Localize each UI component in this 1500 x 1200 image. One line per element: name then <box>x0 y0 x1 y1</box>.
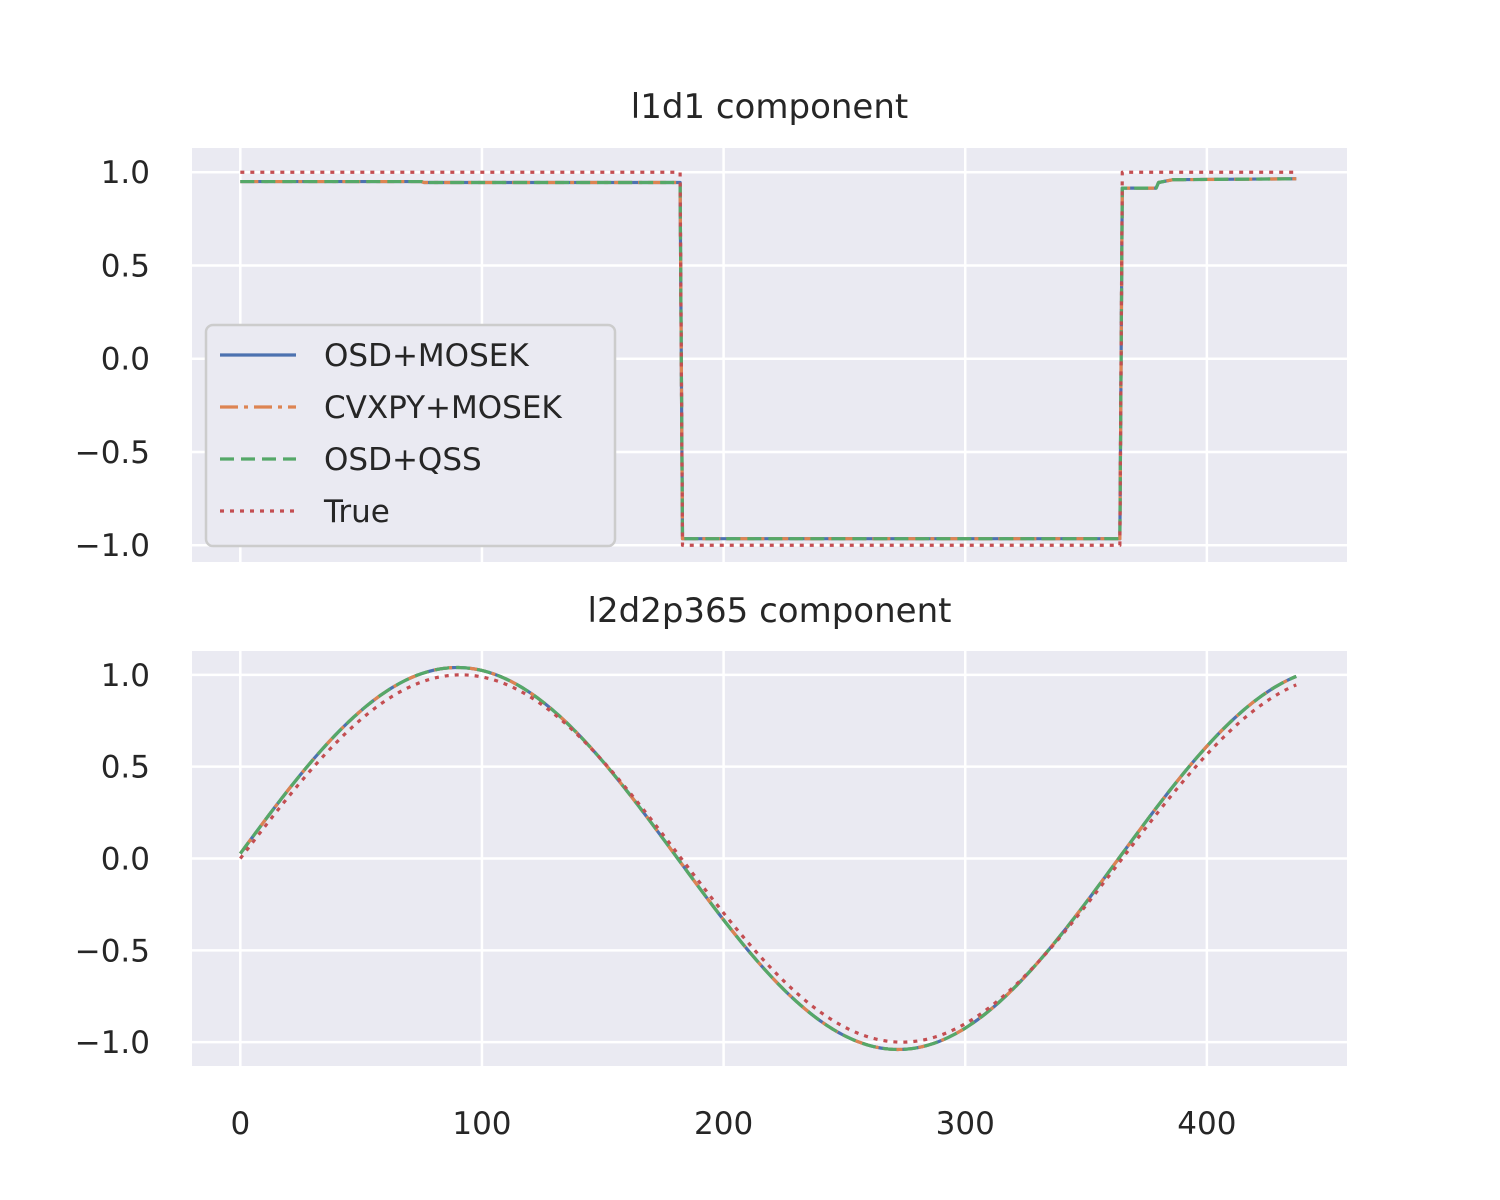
legend: OSD+MOSEK CVXPY+MOSEK OSD+QSS True <box>204 323 617 548</box>
series-line-dashed <box>239 665 1297 1052</box>
series-line-dotted <box>239 673 1297 1044</box>
y-tick-label: −1.0 <box>75 1025 150 1061</box>
legend-label: CVXPY+MOSEK <box>324 390 562 426</box>
y-tick-label: 0.5 <box>101 750 150 786</box>
y-tick-label: 0.0 <box>101 342 150 378</box>
chart-title-bottom: l2d2p365 component <box>588 591 952 631</box>
top-panel: 1.0 0.5 0.0 −0.5 −1.0 l1d1 component OSD+MOS… <box>75 87 1347 564</box>
legend-box <box>204 323 617 548</box>
legend-label: OSD+QSS <box>324 442 482 478</box>
x-tick-label: 300 <box>936 1106 995 1142</box>
gridlines-bottom <box>192 651 1347 1066</box>
series-lines-bottom <box>239 665 1297 1052</box>
series-line-dashdot <box>240 177 1297 541</box>
y-tick-label: 1.0 <box>101 155 150 191</box>
chart-title-top: l1d1 component <box>631 87 908 127</box>
bottom-panel: 1.0 0.5 0.0 −0.5 −1.0 0 100 200 300 400 l2d2p365… <box>75 591 1347 1142</box>
y-tick-label: −0.5 <box>75 435 150 471</box>
y-tick-label: −0.5 <box>75 933 150 969</box>
x-tick-label: 400 <box>1177 1106 1236 1142</box>
x-tick-labels: 0 100 200 300 400 <box>230 1106 1236 1142</box>
y-tick-labels-bottom: 1.0 0.5 0.0 −0.5 −1.0 <box>75 658 150 1061</box>
y-tick-label: 0.5 <box>101 248 150 284</box>
y-tick-label: 1.0 <box>101 658 150 694</box>
y-tick-label: −1.0 <box>75 528 150 564</box>
x-tick-label: 100 <box>452 1106 511 1142</box>
legend-label: OSD+MOSEK <box>324 338 529 374</box>
legend-label: True <box>323 494 390 530</box>
y-tick-labels-top: 1.0 0.5 0.0 −0.5 −1.0 <box>75 155 150 564</box>
series-line-dotted <box>240 170 1297 547</box>
y-tick-label: 0.0 <box>101 842 150 878</box>
series-line-dashed <box>240 177 1297 541</box>
series-lines-top <box>240 170 1297 547</box>
x-tick-label: 200 <box>694 1106 753 1142</box>
x-tick-label: 0 <box>230 1106 250 1142</box>
